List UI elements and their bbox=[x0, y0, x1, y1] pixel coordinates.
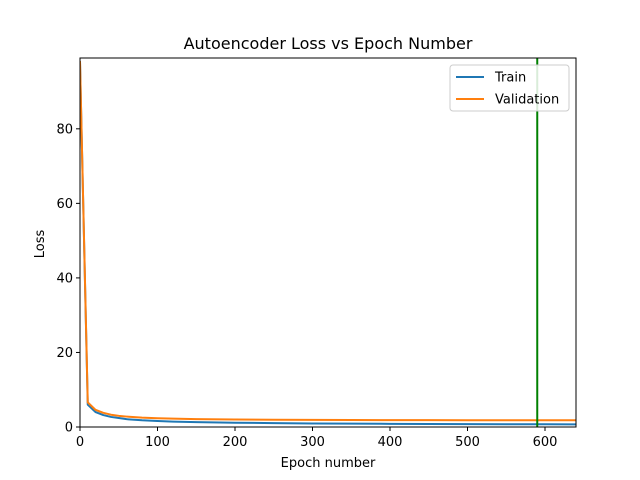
x-tick-label: 200 bbox=[223, 435, 248, 450]
x-tick-label: 400 bbox=[378, 435, 403, 450]
y-tick-label: 0 bbox=[65, 421, 73, 436]
y-tick-label: 20 bbox=[56, 346, 73, 361]
axes: 0 100 200 300 400 500 600 0 20 40 60 80 bbox=[56, 57, 577, 450]
plot-content bbox=[80, 58, 576, 427]
chart-title: Autoencoder Loss vs Epoch Number bbox=[184, 34, 473, 53]
y-tick-label: 60 bbox=[56, 197, 73, 212]
series-line-validation bbox=[80, 60, 576, 422]
x-tick-label: 0 bbox=[76, 435, 84, 450]
series-line-train bbox=[80, 60, 576, 426]
plot-area bbox=[80, 58, 576, 427]
legend: Train Validation bbox=[449, 64, 570, 112]
x-tick-label: 500 bbox=[455, 435, 480, 450]
x-tick-label: 600 bbox=[533, 435, 558, 450]
x-tick-label: 300 bbox=[300, 435, 325, 450]
legend-label-train: Train bbox=[494, 71, 526, 86]
legend-label-validation: Validation bbox=[495, 93, 559, 108]
y-axis-label: Loss bbox=[33, 230, 48, 259]
x-tick-label: 100 bbox=[145, 435, 170, 450]
axes-frame bbox=[79, 57, 577, 428]
y-tick-label: 40 bbox=[56, 271, 73, 286]
y-tick-label: 80 bbox=[56, 122, 73, 137]
x-axis-label: Epoch number bbox=[281, 456, 376, 471]
